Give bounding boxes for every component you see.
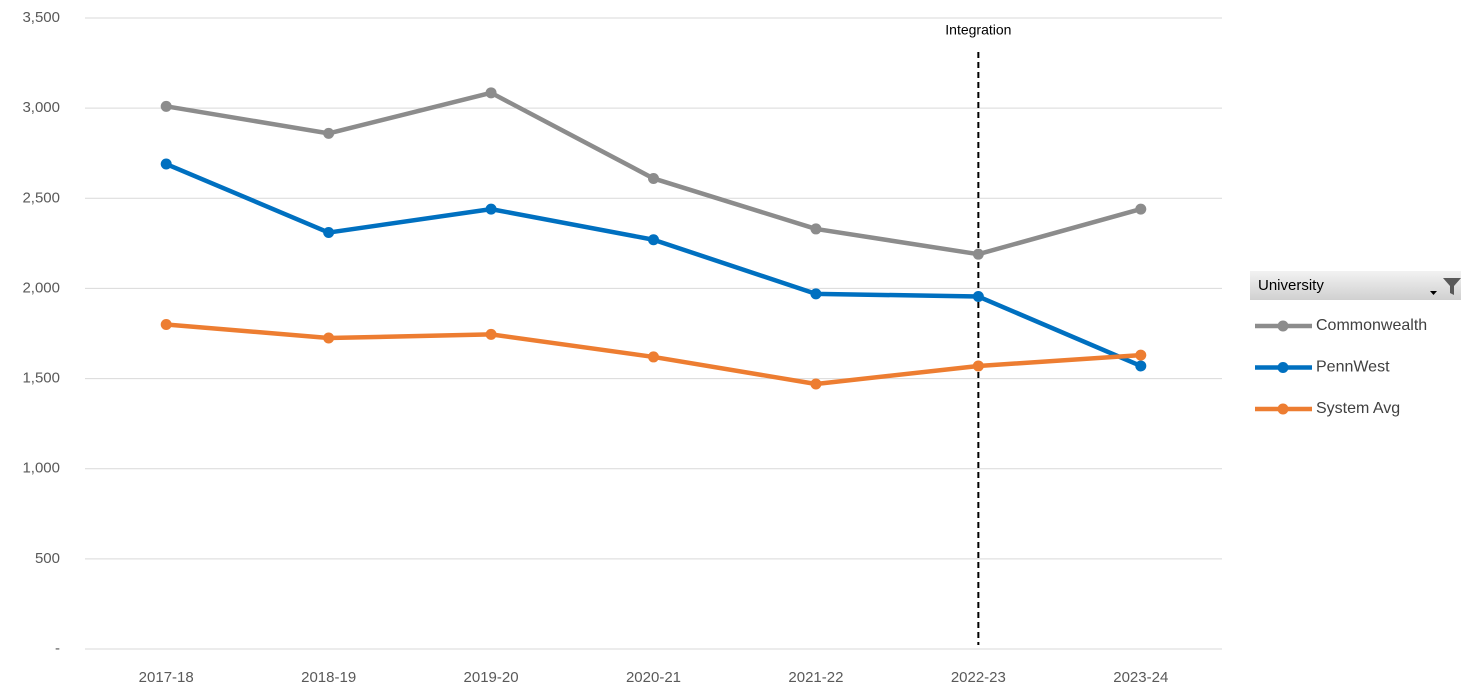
legend-swatch-marker	[1277, 403, 1289, 415]
legend-label: System Avg	[1316, 400, 1400, 417]
annotation-text: Integration	[945, 22, 1011, 38]
point-marker	[485, 87, 497, 99]
x-tick-label: 2020-21	[626, 669, 681, 686]
point-marker	[160, 158, 172, 170]
point-marker	[323, 227, 335, 239]
y-tick-label: 3,500	[22, 9, 60, 26]
x-tick-label: 2017-18	[139, 669, 194, 686]
legend-label: Commonwealth	[1316, 317, 1427, 334]
x-tick-label: 2021-22	[788, 669, 843, 686]
point-marker	[160, 100, 172, 112]
y-tick-label: 3,000	[22, 99, 60, 116]
x-tick-label: 2018-19	[301, 669, 356, 686]
x-tick-label: 2023-24	[1113, 669, 1168, 686]
point-marker	[648, 234, 659, 246]
point-marker	[1135, 203, 1147, 215]
filter-icon[interactable]	[1443, 278, 1461, 295]
point-marker	[1135, 360, 1147, 372]
x-tick-label: 2019-20	[464, 669, 519, 686]
point-marker	[323, 332, 335, 344]
dropdown-arrow[interactable]	[1430, 291, 1437, 295]
x-tick-label: 2022-23	[951, 669, 1006, 686]
point-marker	[323, 127, 335, 139]
y-tick-label: 1,000	[22, 460, 60, 477]
point-marker	[160, 318, 172, 330]
point-marker	[972, 248, 984, 260]
legend-label: PennWest	[1316, 359, 1390, 376]
point-marker	[485, 328, 497, 340]
point-marker	[972, 360, 984, 372]
point-marker	[648, 172, 659, 184]
legend-title: University	[1258, 277, 1324, 294]
y-tick-label: -	[55, 640, 60, 657]
point-marker	[485, 203, 497, 215]
point-marker	[1135, 349, 1147, 361]
y-tick-label: 500	[35, 550, 60, 567]
y-tick-label: 1,500	[22, 370, 60, 387]
y-tick-label: 2,000	[22, 279, 60, 296]
y-tick-label: 2,500	[22, 189, 60, 206]
legend-header	[1250, 271, 1461, 300]
point-marker	[810, 378, 822, 390]
point-marker	[972, 291, 984, 303]
legend-swatch-marker	[1277, 362, 1289, 373]
point-marker	[810, 288, 822, 300]
point-marker	[648, 351, 659, 363]
legend-swatch-marker	[1277, 320, 1289, 332]
point-marker	[810, 223, 822, 235]
